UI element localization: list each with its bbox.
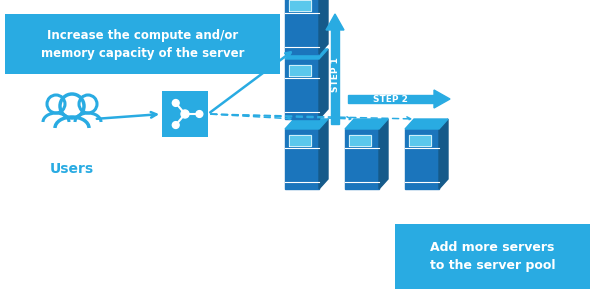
Text: Add more servers
to the server pool: Add more servers to the server pool: [430, 241, 555, 272]
Polygon shape: [405, 119, 448, 129]
Polygon shape: [285, 49, 328, 59]
Polygon shape: [319, 49, 328, 119]
Circle shape: [172, 100, 179, 106]
Text: Users: Users: [50, 162, 94, 176]
Polygon shape: [349, 135, 371, 146]
FancyBboxPatch shape: [395, 224, 590, 289]
Polygon shape: [405, 129, 439, 189]
Circle shape: [172, 122, 179, 129]
Polygon shape: [345, 129, 379, 189]
Polygon shape: [345, 119, 388, 129]
Polygon shape: [434, 90, 450, 108]
Polygon shape: [326, 14, 344, 30]
Polygon shape: [439, 119, 448, 189]
Polygon shape: [409, 135, 431, 146]
Polygon shape: [319, 119, 328, 189]
Polygon shape: [285, 129, 319, 189]
Polygon shape: [379, 119, 388, 189]
Text: STEP 1: STEP 1: [331, 57, 340, 92]
FancyBboxPatch shape: [5, 14, 280, 74]
Polygon shape: [289, 0, 311, 11]
Polygon shape: [348, 95, 434, 103]
Polygon shape: [331, 30, 339, 124]
Polygon shape: [289, 135, 311, 146]
Text: STEP 2: STEP 2: [373, 94, 408, 103]
Circle shape: [181, 110, 189, 118]
Circle shape: [196, 111, 203, 118]
Polygon shape: [285, 0, 319, 54]
Text: Increase the compute and/or
memory capacity of the server: Increase the compute and/or memory capac…: [41, 28, 244, 60]
FancyBboxPatch shape: [162, 91, 208, 137]
Polygon shape: [285, 59, 319, 119]
Polygon shape: [285, 119, 328, 129]
Polygon shape: [289, 65, 311, 76]
Polygon shape: [319, 0, 328, 54]
